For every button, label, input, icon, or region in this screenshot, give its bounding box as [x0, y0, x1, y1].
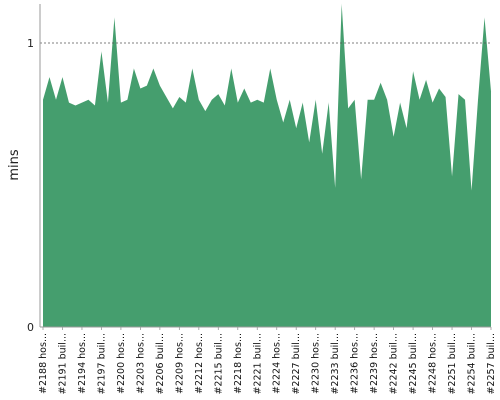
x-tick-label: #2200 hos... — [116, 333, 127, 394]
x-tick-label: #2218 hos... — [233, 333, 244, 394]
y-tick-labels: 01 — [27, 37, 34, 334]
x-tick-label: #2227 buil... — [291, 333, 302, 395]
x-tick-label: #2248 hos... — [428, 333, 439, 394]
x-tick-label: #2203 hos... — [135, 333, 146, 394]
x-tick-label: #2206 buil... — [155, 333, 166, 395]
x-tick-label: #2239 hos... — [369, 333, 380, 394]
x-tick-label: #2257 buil... — [486, 333, 497, 395]
area-series — [43, 4, 491, 327]
x-tick-label: #2197 buil... — [96, 333, 107, 395]
x-tick-label: #2233 buil... — [330, 333, 341, 395]
x-tick-label: #2221 buil... — [252, 333, 263, 395]
y-tick-label: 0 — [27, 321, 34, 334]
x-tick-labels: #2188 hos... #2191 buil... #2194 hos... #21… — [38, 333, 497, 395]
x-tick-label: #2251 buil... — [447, 333, 458, 395]
plot-area — [42, 3, 492, 327]
y-axis-label: mins — [7, 149, 22, 181]
x-tick-label: #2242 buil... — [389, 333, 400, 395]
x-tick-label: #2224 hos... — [272, 333, 283, 394]
x-tick-label: #2245 buil... — [408, 333, 419, 395]
x-tick-label: #2230 hos... — [311, 333, 322, 394]
x-tick-label: #2188 hos... — [38, 333, 49, 394]
x-tick-label: #2209 hos... — [174, 333, 185, 394]
x-tick-label: #2191 buil... — [57, 333, 68, 395]
x-tick-label: #2212 hos... — [194, 333, 205, 394]
x-tick-label: #2254 buil... — [467, 333, 478, 395]
x-tick-label: #2194 hos... — [77, 333, 88, 394]
y-tick-label: 1 — [27, 37, 34, 50]
x-tick-label: #2236 hos... — [350, 333, 361, 394]
axes — [39, 4, 492, 330]
x-tick-label: #2215 buil... — [213, 333, 224, 395]
